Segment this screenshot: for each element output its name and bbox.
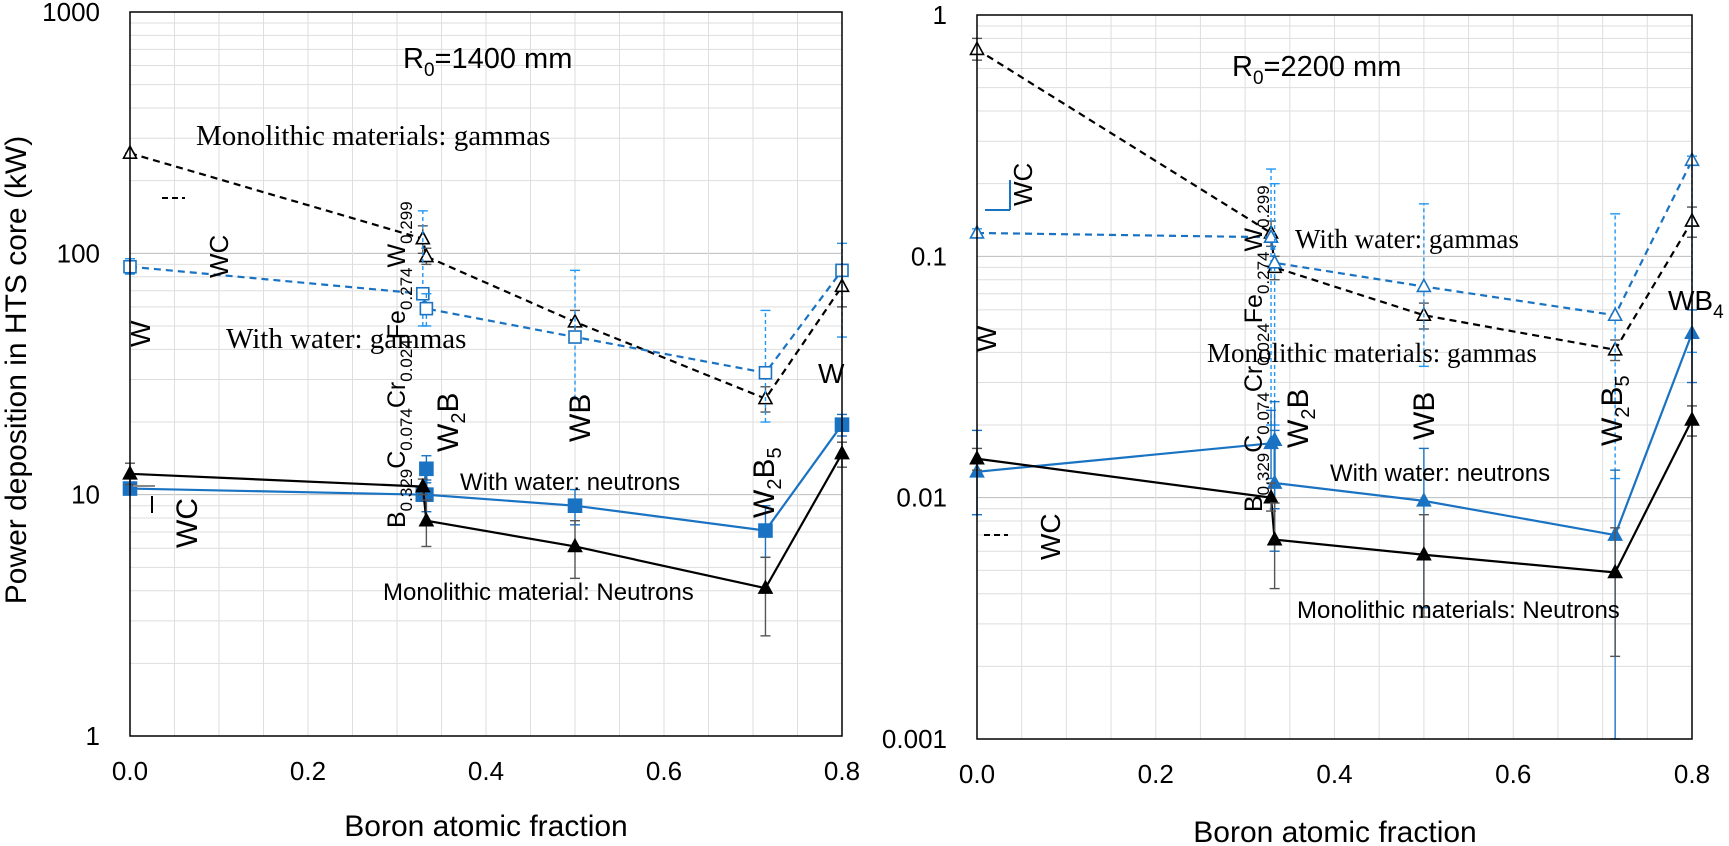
right-label-wc-top: WC [1008, 163, 1038, 206]
right-annotation-mono-neutron: Monolithic materials: Neutrons [1297, 597, 1620, 624]
left-annotation-mono-gamma: Monolithic materials: gammas [196, 120, 550, 152]
right-y-tick-label: 0.001 [882, 724, 947, 754]
left-chart-panel: 0.0 0.2 0.4 0.6 0.8 1 10 100 1000 Boron atomic f… [0, 0, 860, 843]
right-label-wc-bottom: WC [1035, 513, 1066, 560]
left-data-point [419, 301, 434, 316]
left-y-tick-label: 1000 [42, 0, 100, 27]
right-label-w2b5: W2B5 [1596, 375, 1634, 446]
right-label-w2b: W2B [1282, 389, 1320, 448]
right-data-point [1266, 530, 1283, 546]
right-ticks: 0.0 0.2 0.4 0.6 0.8 0.001 0.01 0.1 1 [882, 0, 1710, 789]
right-series-line [976, 48, 1693, 351]
left-x-tick-label: 0.0 [112, 756, 148, 786]
left-label-wc-bottom: WC [171, 498, 204, 548]
left-series-line [129, 265, 843, 374]
right-grid [977, 15, 1692, 740]
right-series-line [976, 419, 1693, 574]
left-y-tick-label: 10 [71, 480, 100, 510]
left-x-axis-label: Boron atomic fraction [344, 810, 627, 843]
left-label-wc-top: WC [204, 235, 234, 278]
right-x-tick-label: 0.0 [959, 759, 995, 789]
right-x-axis-label: Boron atomic fraction [1193, 816, 1476, 846]
right-y-tick-label: 0.01 [896, 483, 947, 513]
right-data-point [1607, 563, 1623, 579]
right-y-tick-label: 1 [933, 0, 947, 30]
left-x-tick-label: 0.8 [824, 756, 860, 786]
right-data-point [1416, 492, 1432, 507]
left-label-w2b5: W2B5 [748, 447, 786, 518]
right-data-point [1266, 254, 1283, 269]
left-x-tick-label: 0.6 [646, 756, 682, 786]
left-y-tick-label: 100 [57, 238, 100, 268]
right-chart-title: R0=2200 mm [1232, 51, 1401, 89]
left-annotation-water-gamma: With water: gammas [226, 323, 466, 355]
left-plot-frame [129, 11, 843, 737]
left-label-wb: WB [564, 394, 597, 442]
left-series-line [129, 152, 843, 400]
left-y-axis-label: Power deposition in HTS core (kW) [0, 136, 33, 605]
left-series-line [129, 453, 843, 590]
right-x-tick-label: 0.8 [1674, 759, 1710, 789]
left-series-layer [122, 144, 850, 637]
left-data-point [414, 230, 431, 245]
left-data-point [757, 579, 774, 594]
left-label-wb4-partial: W [818, 358, 845, 389]
left-chart-title: R0=1400 mm [403, 43, 572, 81]
left-data-point [567, 498, 583, 514]
left-x-tick-label: 0.2 [290, 756, 326, 786]
right-x-tick-label: 0.6 [1495, 759, 1531, 789]
right-plot-frame [976, 14, 1693, 740]
right-label-wb4: WB4 [1668, 285, 1724, 323]
right-label-w: W [971, 325, 1002, 352]
right-data-point [1607, 306, 1623, 322]
left-data-point [418, 247, 435, 263]
left-data-point [758, 523, 773, 538]
left-label-alloy: B0.329C0.074Cr0.024Fe0.274W0.299 [383, 201, 416, 528]
right-data-point [1416, 546, 1432, 561]
left-data-point [568, 330, 582, 344]
left-data-point [567, 537, 583, 553]
left-x-tick-label: 0.4 [468, 756, 504, 786]
right-annotation-water-gamma: With water: gammas [1295, 224, 1519, 254]
left-annotation-mono-neutron: Monolithic material: Neutrons [383, 579, 694, 606]
left-label-w2b: W2B [432, 393, 470, 452]
left-y-tick-label: 1 [86, 721, 100, 751]
left-grid [130, 12, 842, 737]
right-x-tick-label: 0.4 [1316, 759, 1352, 789]
right-annotation-water-neutron: With water: neutrons [1330, 460, 1550, 487]
left-data-point [758, 365, 773, 380]
left-data-point [418, 512, 435, 527]
right-data-point [1416, 277, 1432, 293]
right-y-tick-label: 0.1 [911, 241, 947, 271]
right-annotation-mono-gamma: Monolithic materials: gammas [1207, 338, 1537, 368]
left-label-w: W [125, 320, 156, 347]
right-chart-panel: 0.0 0.2 0.4 0.6 0.8 0.001 0.01 0.1 1 Boron atomi… [882, 0, 1724, 846]
left-data-point [414, 477, 431, 493]
left-data-point [419, 461, 434, 477]
left-annotation-water-neutron: With water: neutrons [460, 469, 680, 496]
right-label-wb: WB [1408, 392, 1441, 440]
right-x-tick-label: 0.2 [1138, 759, 1174, 789]
right-series-line [976, 159, 1693, 317]
right-label-alloy: B0.329C0.074Cr0.024Fe0.274W0.299 [1240, 185, 1273, 512]
left-ticks: 0.0 0.2 0.4 0.6 0.8 1 10 100 1000 [42, 0, 860, 786]
